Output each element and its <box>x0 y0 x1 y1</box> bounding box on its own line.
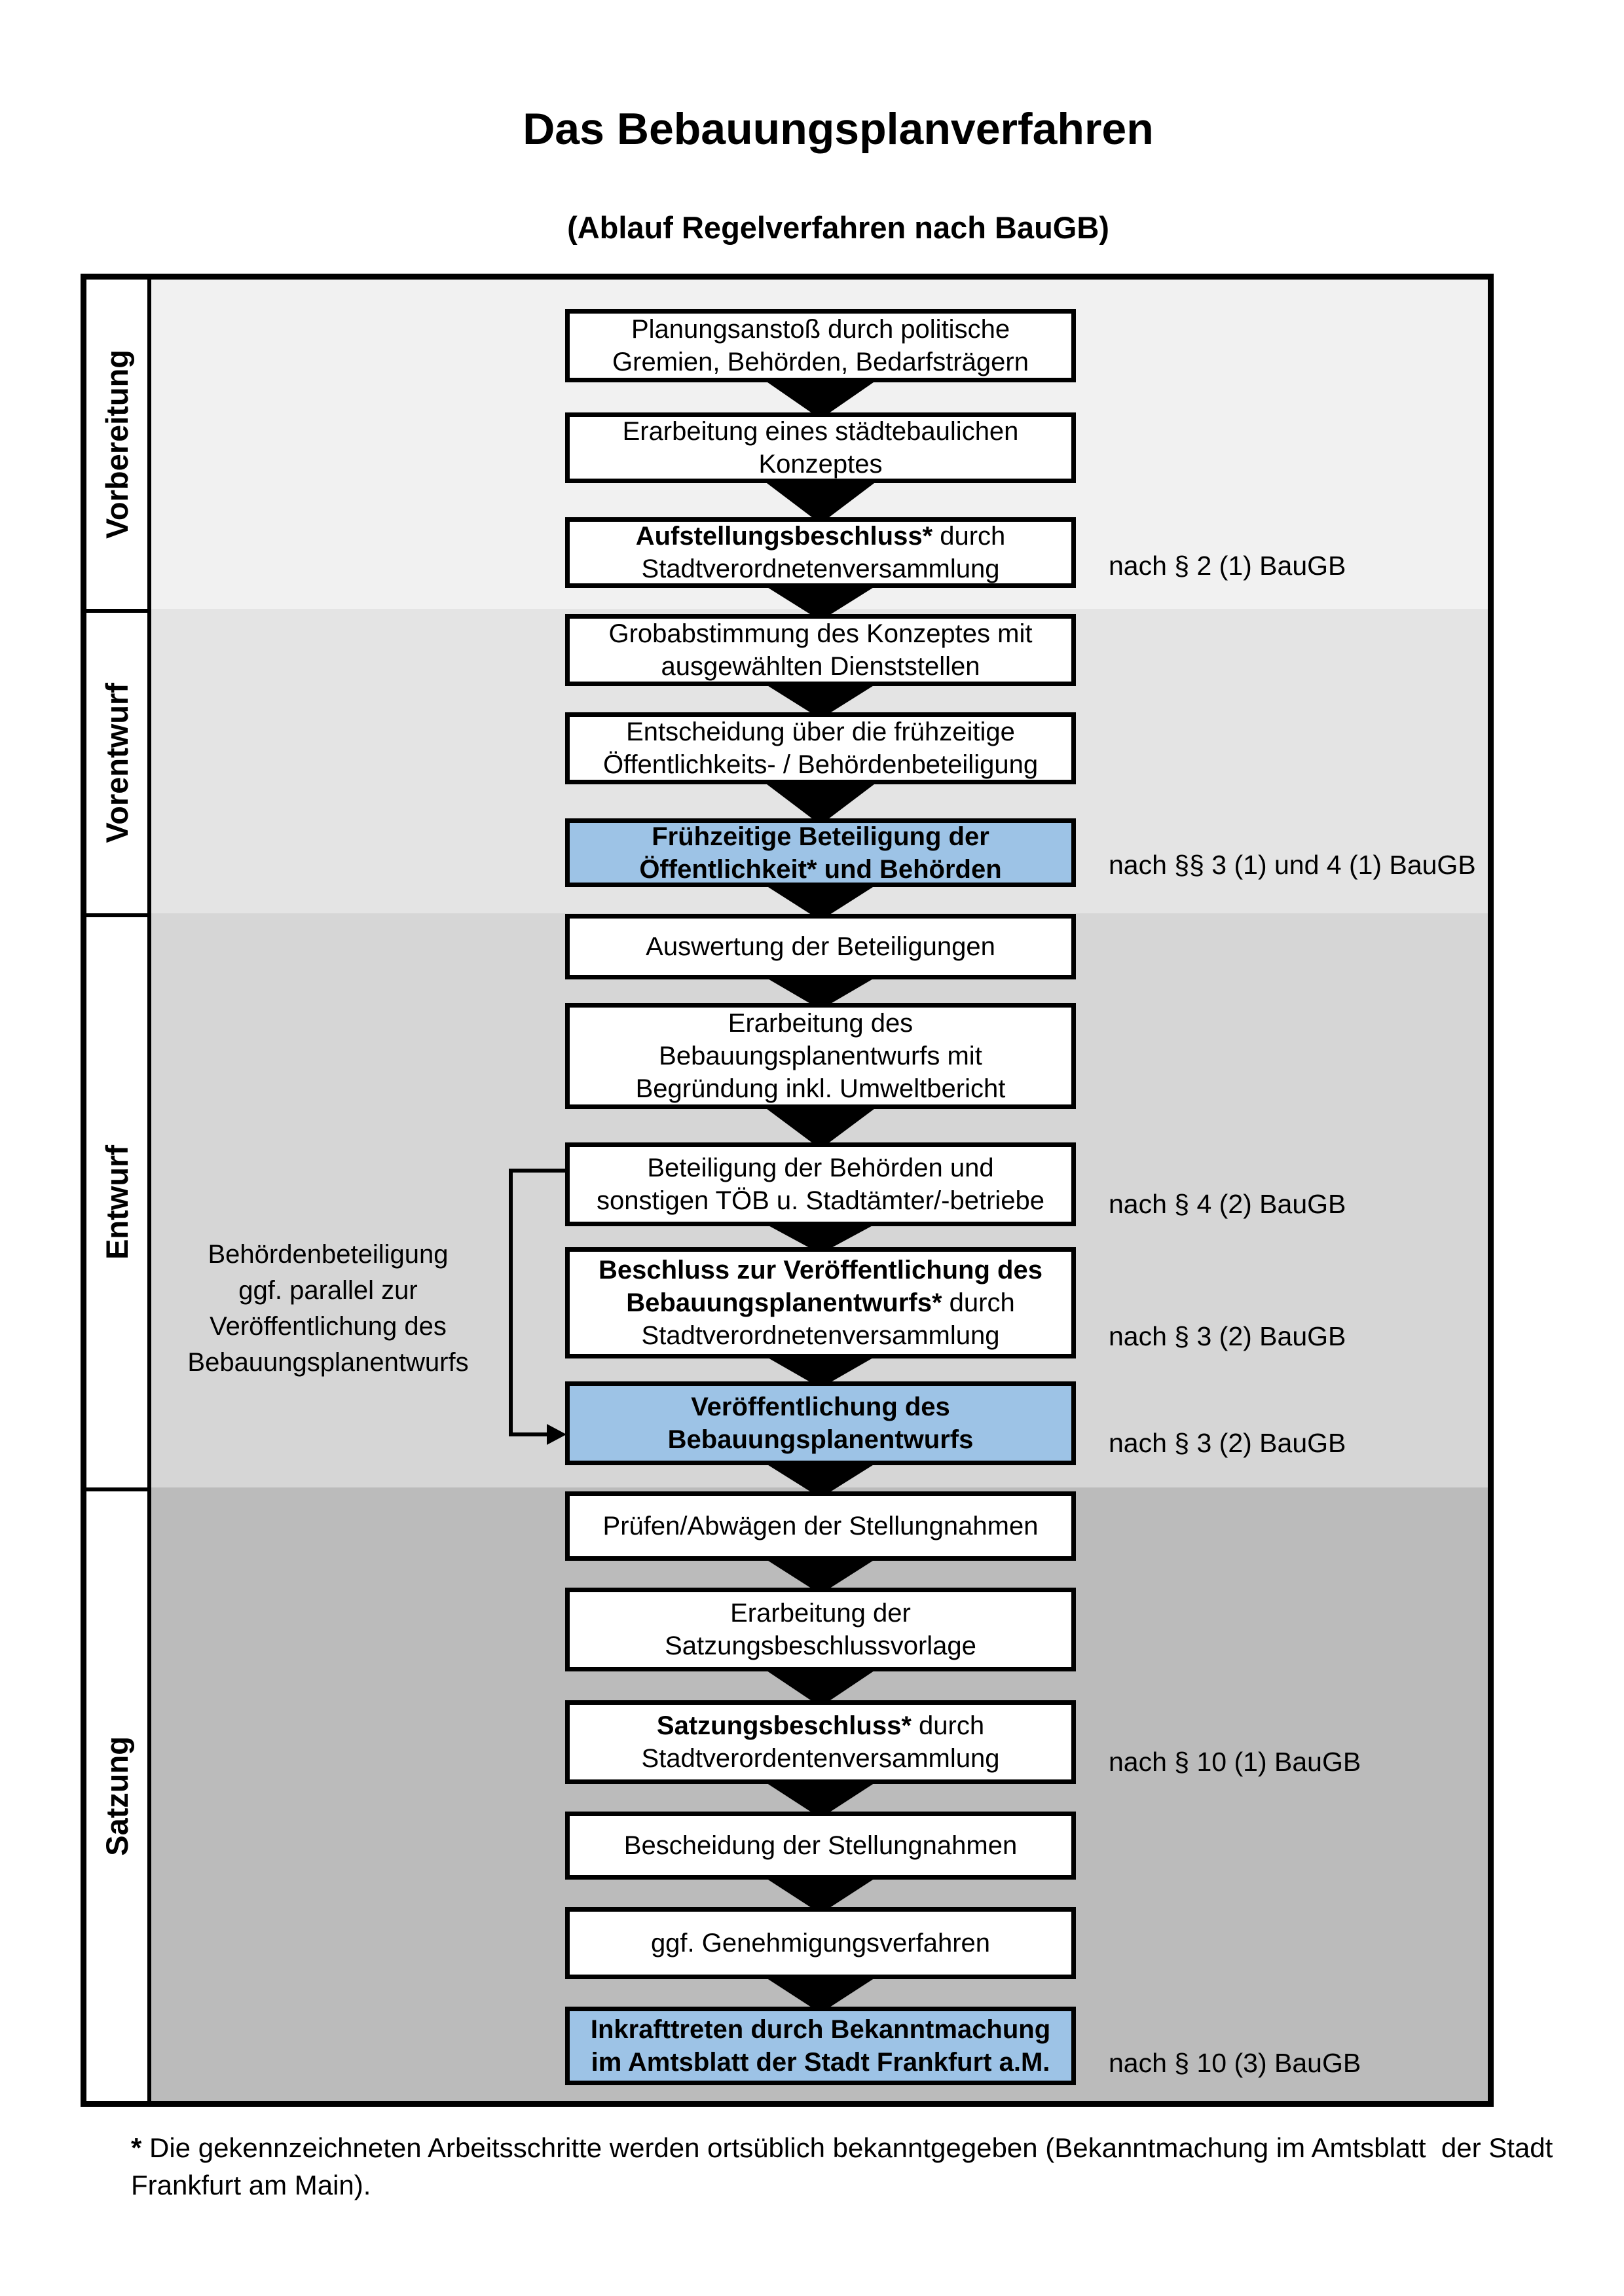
process-step-1: Planungsanstoß durch politische Gremien, … <box>565 309 1076 382</box>
legal-reference: nach §§ 3 (1) und 4 (1) BauGB <box>1109 850 1476 880</box>
phase-label-text: Satzung <box>100 1736 134 1856</box>
page-subtitle: (Ablauf Regelverfahren nach BauGB) <box>567 210 1109 245</box>
process-step-text: Entscheidung über die frühzeitige Öffentl… <box>602 718 1039 779</box>
process-step-text: Erarbeitung eines städtebaulichen Konzept… <box>622 417 1019 479</box>
process-step-text: Frühzeitige Beteiligung der Öffentlichkei… <box>639 822 1002 884</box>
legal-reference: nach § 10 (3) BauGB <box>1109 2048 1361 2078</box>
phase-label-text: Vorbereitung <box>100 350 134 539</box>
process-step-4: Grobabstimmung des Konzeptes mit ausgewäh… <box>565 614 1076 686</box>
process-step-text: Auswertung der Beteiligungen <box>646 932 995 961</box>
legal-reference: nach § 4 (2) BauGB <box>1109 1189 1346 1219</box>
process-step-17: Inkrafttreten durch Bekanntmachung im Amt… <box>565 2007 1076 2085</box>
process-step-text: Veröffentlichung des Bebauungsplanentwurf… <box>667 1393 974 1454</box>
legal-reference: nach § 3 (2) BauGB <box>1109 1428 1346 1458</box>
process-step-text: Aufstellungsbeschluss* durch Stadtverordn… <box>635 522 1006 583</box>
footnote: * Die gekennzeichneten Arbeitsschritte w… <box>131 2132 1553 2200</box>
process-step-text: Bescheidung der Stellungnahmen <box>623 1831 1018 1860</box>
process-step-text: Inkrafttreten durch Bekanntmachung im Amt… <box>590 2015 1051 2077</box>
process-step-9: Beteiligung der Behörden und sonstigen TÖ… <box>565 1142 1076 1226</box>
process-flow-table: Vorbereitung Vorentwurf Entwurf Satzung Beh… <box>81 274 1494 2107</box>
phase-label-text: Vorentwurf <box>100 683 134 843</box>
legal-reference: nach § 2 (1) BauGB <box>1109 551 1346 581</box>
process-step-text: Beteiligung der Behörden und sonstigen TÖ… <box>596 1154 1045 1215</box>
flow-content-area: Behördenbeteiligung ggf. parallel zur Ve… <box>151 280 1488 2101</box>
phase-label-column: Vorbereitung Vorentwurf Entwurf Satzung <box>86 280 151 2101</box>
footnote-asterisk: * <box>131 2132 150 2163</box>
process-step-text: Erarbeitung des Bebauungsplanentwurfs mit… <box>635 1009 1006 1103</box>
bracket-top-connector <box>509 1169 566 1173</box>
phase-label-vorentwurf: Vorentwurf <box>86 609 147 913</box>
bracket-vertical-line <box>509 1169 513 1436</box>
process-step-10: Beschluss zur Veröffentlichung des Bebauu… <box>565 1247 1076 1358</box>
process-step-16: ggf. Genehmigungsverfahren <box>565 1907 1076 1979</box>
process-step-11: Veröffentlichung des Bebauungsplanentwurf… <box>565 1381 1076 1465</box>
phase-label-vorbereitung: Vorbereitung <box>86 280 147 609</box>
process-step-text: Erarbeitung der Satzungsbeschlussvorlage <box>665 1599 976 1660</box>
process-step-13: Erarbeitung der Satzungsbeschlussvorlage <box>565 1588 1076 1671</box>
process-step-15: Bescheidung der Stellungnahmen <box>565 1812 1076 1880</box>
process-step-text: Satzungsbeschluss* durch Stadtverordenten… <box>641 1711 1000 1773</box>
process-step-text: Planungsanstoß durch politische Gremien, … <box>612 315 1029 376</box>
process-step-7: Auswertung der Beteiligungen <box>565 914 1076 979</box>
legal-reference: nach § 3 (2) BauGB <box>1109 1321 1346 1351</box>
process-step-text: Beschluss zur Veröffentlichung des Bebauu… <box>599 1256 1043 1350</box>
process-step-text: Prüfen/Abwägen der Stellungnahmen <box>602 1512 1039 1540</box>
process-step-2: Erarbeitung eines städtebaulichen Konzept… <box>565 412 1076 483</box>
process-step-6: Frühzeitige Beteiligung der Öffentlichkei… <box>565 818 1076 887</box>
process-step-8: Erarbeitung des Bebauungsplanentwurfs mit… <box>565 1003 1076 1109</box>
process-step-text: Grobabstimmung des Konzeptes mit ausgewäh… <box>608 619 1033 681</box>
page-title: Das Bebauungsplanverfahren <box>523 104 1154 154</box>
legal-reference: nach § 10 (1) BauGB <box>1109 1747 1361 1777</box>
phase-label-satzung: Satzung <box>86 1487 147 2101</box>
process-step-3: Aufstellungsbeschluss* durch Stadtverordn… <box>565 517 1076 588</box>
process-step-5: Entscheidung über die frühzeitige Öffentl… <box>565 712 1076 784</box>
process-step-14: Satzungsbeschluss* durch Stadtverordenten… <box>565 1700 1076 1784</box>
phase-label-text: Entwurf <box>100 1145 134 1260</box>
side-note-behoerdenbeteiligung: Behördenbeteiligung ggf. parallel zur Ve… <box>187 1240 469 1377</box>
phase-label-entwurf: Entwurf <box>86 913 147 1487</box>
process-step-text: ggf. Genehmigungsverfahren <box>650 1929 991 1958</box>
process-step-12: Prüfen/Abwägen der Stellungnahmen <box>565 1491 1076 1561</box>
bracket-arrow-line <box>509 1432 549 1436</box>
